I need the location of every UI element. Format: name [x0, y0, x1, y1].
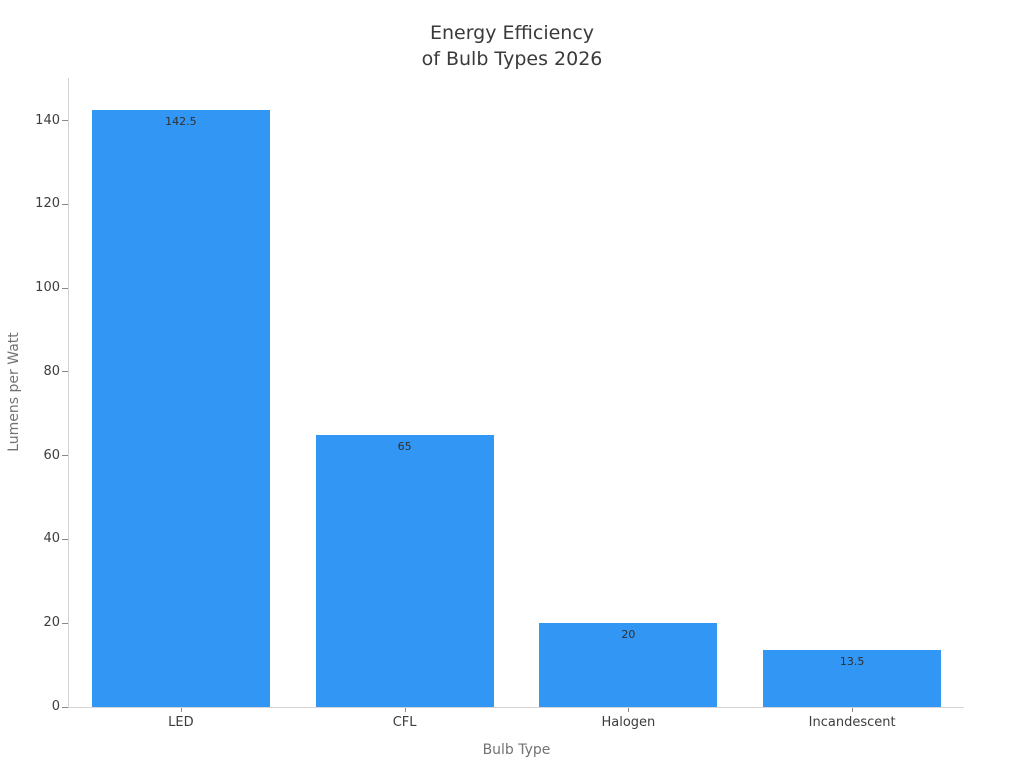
x-tick-label-halogen: Halogen: [601, 715, 656, 730]
y-axis-spine: [68, 78, 69, 708]
y-tick-mark: [62, 706, 68, 708]
y-tick-mark: [62, 538, 68, 540]
x-tick-label-cfl: CFL: [392, 715, 417, 730]
x-tick-mark: [852, 708, 854, 712]
x-tick-mark: [628, 708, 630, 712]
y-tick-mark: [62, 455, 68, 457]
bar-led: [91, 110, 270, 707]
chart-title-line-1: Energy Efficiency: [429, 22, 595, 44]
y-tick-mark: [62, 120, 68, 122]
bar-value-label: 20: [621, 628, 636, 642]
y-tick-label: 80: [43, 363, 60, 379]
x-axis-spine: [69, 707, 964, 708]
y-tick-label: 20: [43, 615, 60, 631]
x-tick-mark: [180, 708, 182, 712]
y-tick-label: 140: [35, 112, 60, 128]
bar-halogen: [539, 623, 718, 707]
bar-value-label: 13.5: [839, 655, 865, 669]
bar-value-label: 142.5: [165, 115, 197, 129]
chart-title-line-2: of Bulb Types 2026: [421, 48, 603, 70]
y-tick-label: 60: [43, 447, 60, 463]
bar-cfl: [315, 434, 494, 707]
x-tick-label-led: LED: [168, 715, 194, 730]
bar-value-label: 65: [397, 439, 412, 453]
y-axis-title: Lumens per Watt: [6, 332, 22, 452]
y-tick-label: 0: [51, 699, 60, 714]
y-tick-mark: [62, 287, 68, 289]
x-tick-mark: [404, 708, 406, 712]
chart-title: Energy Efficiency of Bulb Types 2026: [0, 20, 1024, 72]
x-tick-label-incandescent: Incandescent: [808, 715, 896, 730]
y-tick-mark: [62, 622, 68, 624]
bar-incandescent: [763, 650, 942, 707]
y-tick-label: 100: [35, 280, 60, 296]
x-axis-title: Bulb Type: [482, 742, 551, 758]
y-tick-label: 120: [35, 196, 60, 212]
y-tick-mark: [62, 203, 68, 205]
y-tick-mark: [62, 371, 68, 373]
y-tick-label: 40: [43, 531, 60, 547]
